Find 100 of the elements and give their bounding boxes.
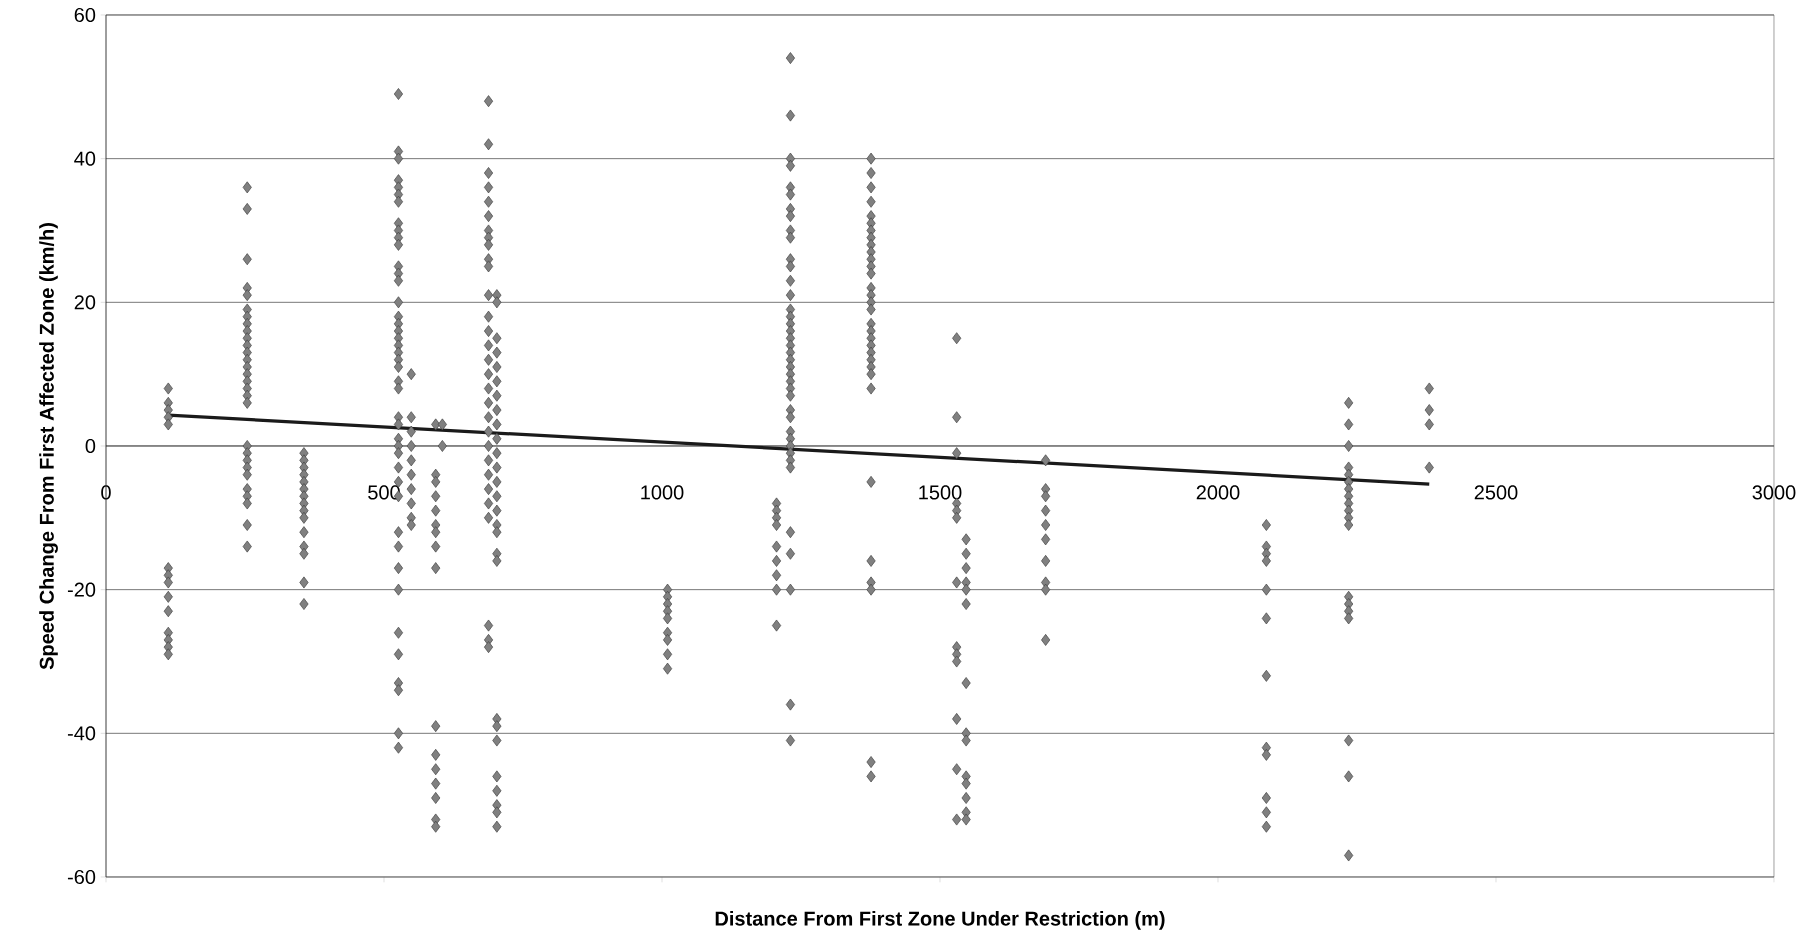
point xyxy=(1344,418,1354,431)
point xyxy=(1041,454,1051,467)
point xyxy=(1344,519,1354,531)
point xyxy=(952,511,962,524)
point xyxy=(663,633,673,646)
point xyxy=(785,698,795,711)
point xyxy=(483,210,494,223)
point xyxy=(961,562,971,575)
point xyxy=(492,432,502,445)
point xyxy=(1344,770,1354,783)
point xyxy=(961,792,971,804)
point xyxy=(163,418,173,431)
point xyxy=(866,267,876,280)
point xyxy=(1424,404,1434,416)
point xyxy=(483,310,494,323)
point xyxy=(492,296,502,309)
point xyxy=(163,382,173,395)
point xyxy=(785,231,795,244)
point xyxy=(785,289,795,302)
point xyxy=(393,526,403,539)
point xyxy=(1041,504,1051,517)
y-axis-title: Speed Change From First Affected Zone (km/h) xyxy=(39,223,58,670)
point xyxy=(492,784,502,797)
point xyxy=(1261,519,1271,531)
point xyxy=(492,447,502,460)
point xyxy=(393,727,403,740)
point xyxy=(866,167,876,179)
point xyxy=(785,159,795,172)
point xyxy=(1344,849,1354,862)
point xyxy=(785,526,795,539)
point xyxy=(483,353,494,366)
point xyxy=(492,475,502,488)
point xyxy=(242,497,252,510)
y-tick-label: 0 xyxy=(85,438,96,454)
point xyxy=(483,468,494,481)
point xyxy=(952,713,962,725)
point xyxy=(1424,418,1434,431)
point xyxy=(492,361,502,373)
point xyxy=(1261,612,1271,625)
point xyxy=(961,677,971,689)
point xyxy=(492,490,502,503)
point xyxy=(785,260,795,273)
point xyxy=(431,504,441,517)
point xyxy=(242,519,252,531)
point xyxy=(393,741,403,754)
point xyxy=(431,526,441,539)
point xyxy=(492,346,502,359)
point xyxy=(961,547,971,560)
y-tick-label: -20 xyxy=(67,582,96,597)
point xyxy=(492,806,502,819)
point xyxy=(952,447,962,460)
point xyxy=(866,554,876,567)
point xyxy=(483,325,494,337)
point xyxy=(483,260,494,273)
point xyxy=(483,368,494,381)
point xyxy=(866,181,876,194)
point xyxy=(393,684,403,697)
point xyxy=(1424,382,1434,395)
point xyxy=(393,583,403,596)
point xyxy=(772,554,782,567)
point xyxy=(431,777,441,790)
point xyxy=(299,547,309,560)
point xyxy=(1041,519,1051,531)
point xyxy=(483,411,494,424)
point xyxy=(1041,533,1051,546)
point xyxy=(242,181,252,194)
point xyxy=(406,411,416,424)
point xyxy=(866,475,876,488)
point xyxy=(785,210,795,223)
point xyxy=(483,483,494,496)
point xyxy=(393,461,403,474)
point xyxy=(785,461,795,474)
point xyxy=(431,540,441,553)
point xyxy=(393,562,403,575)
point xyxy=(393,152,403,165)
point xyxy=(1261,554,1271,567)
point xyxy=(483,425,494,438)
x-tick-label: 2000 xyxy=(1196,485,1240,500)
point xyxy=(393,540,403,553)
point xyxy=(952,576,962,589)
point xyxy=(1344,440,1354,452)
point xyxy=(1344,612,1354,625)
y-tick-label: 20 xyxy=(74,295,96,310)
point xyxy=(785,734,795,747)
point xyxy=(492,820,502,833)
point xyxy=(772,519,782,531)
point xyxy=(663,662,673,675)
point xyxy=(492,332,502,345)
point xyxy=(1261,583,1271,596)
point xyxy=(866,770,876,783)
point xyxy=(866,303,876,316)
point xyxy=(483,238,494,251)
point xyxy=(492,404,502,416)
point xyxy=(866,368,876,381)
point xyxy=(437,440,447,452)
point xyxy=(663,648,673,661)
point xyxy=(492,375,502,388)
point xyxy=(163,590,173,603)
point xyxy=(406,519,416,531)
point xyxy=(1344,734,1354,747)
